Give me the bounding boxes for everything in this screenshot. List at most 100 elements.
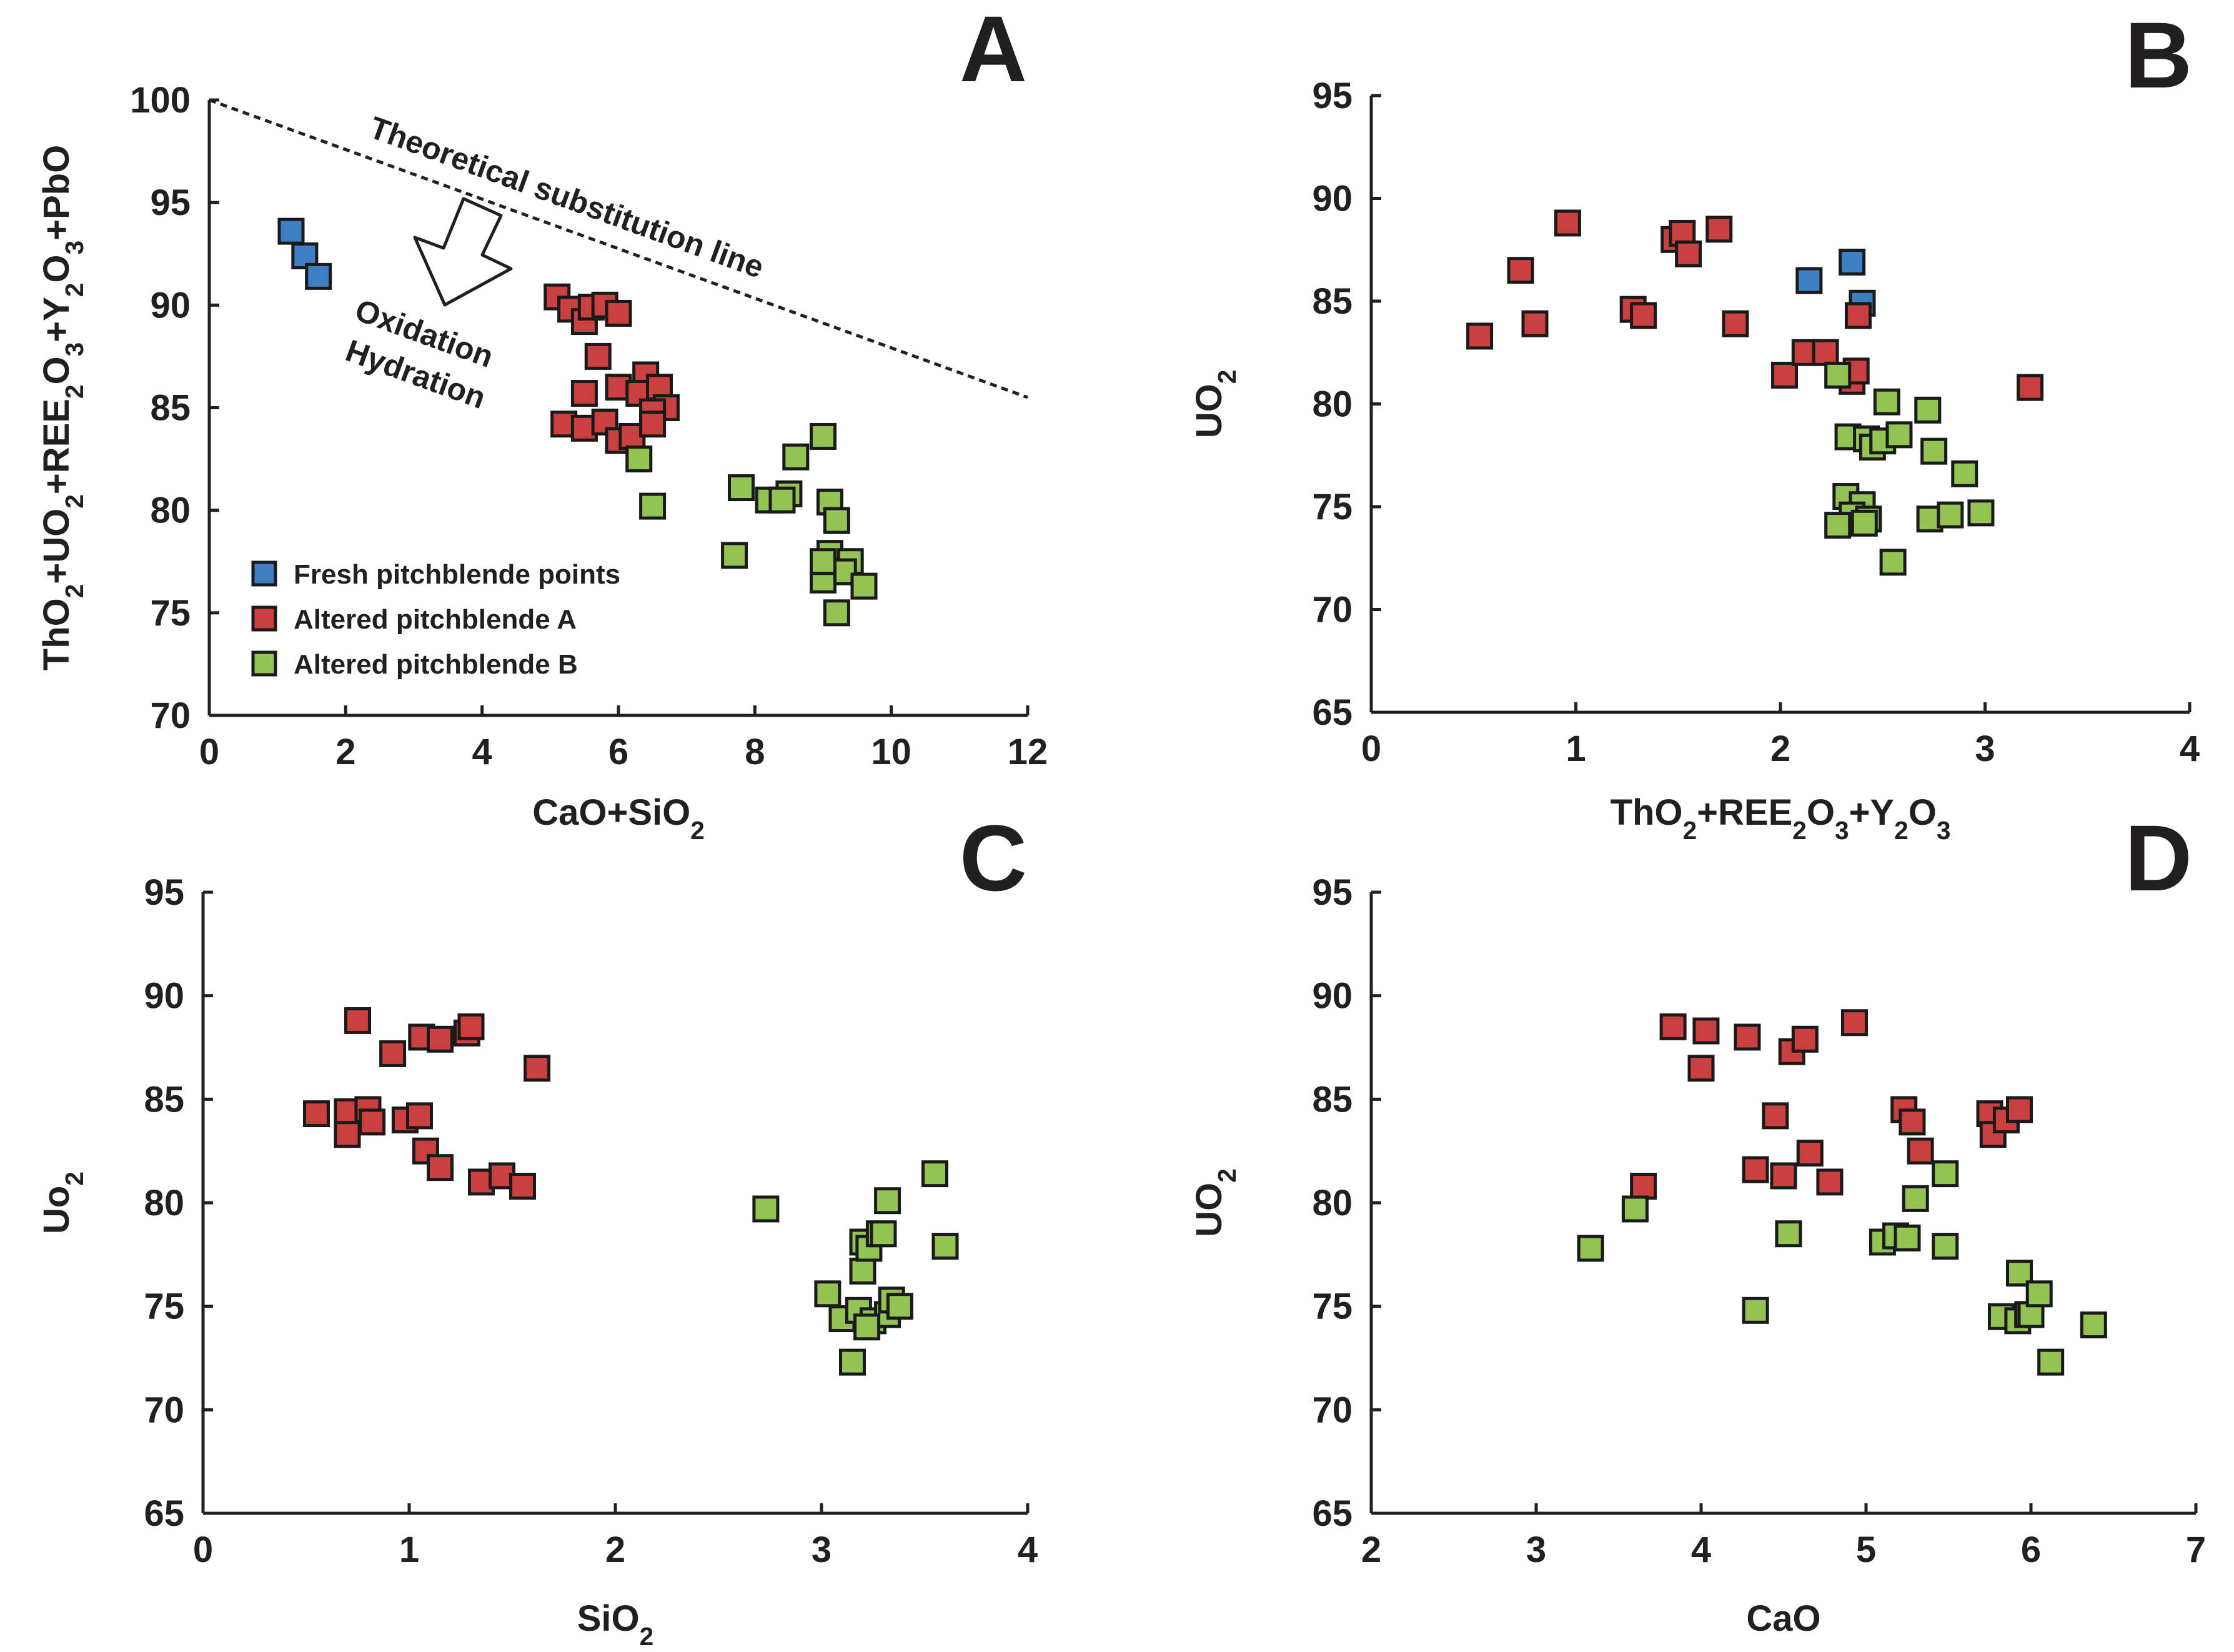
panel-d-x-tick-label: 4 [1691,1530,1711,1570]
panel-d-point-altered_b [2080,1311,2107,1338]
legend-label-fresh: Fresh pitchblende points [294,559,620,590]
panel-a-point-fresh [305,262,332,290]
panel-c-point-altered_a [379,1040,407,1067]
panel-d-point-altered_a [1762,1102,1789,1130]
panel-d-point-altered_a [2006,1096,2033,1123]
panel-b-x-tick-label: 1 [1566,729,1586,769]
panel-c-point-altered_b [814,1280,841,1308]
panel-c-xlabel-subscript: 2 [640,1622,654,1651]
panel-d-point-altered_a [1816,1168,1844,1196]
panel-c-x-axis-title: SiO2 [577,1598,654,1651]
panel-c-point-altered_b [752,1195,780,1223]
panel-c-point-altered_b [853,1313,881,1341]
panel-c-point-altered_a [303,1100,330,1128]
panel-d-point-altered_b [1902,1185,1929,1212]
panel-d-point-altered_b [1932,1160,1959,1188]
panel-b-point-altered_a [1554,209,1581,237]
legend-swatch-altered_a [251,605,277,632]
panel-c-point-altered_b [870,1220,897,1248]
panel-c-point-altered_b [886,1293,913,1320]
panel-a-x-tick-label: 0 [199,732,219,772]
panel-b-point-altered_b [1885,421,1913,449]
panel-d-point-altered_b [1577,1235,1604,1262]
panel-b-point-altered_b [1879,549,1907,576]
panel-b-point-altered_a [1466,322,1494,350]
panel-a-y-tick-label: 80 [150,490,191,531]
panel-a-point-altered_b [823,507,850,534]
panel-b-xlabel-part: O [1909,792,1937,833]
legend-label-altered_b: Altered pitchblende B [294,649,578,680]
panel-c-xlabel-text: SiO [577,1598,640,1639]
panel-a-ylabel-part: 3 [60,342,89,357]
panel-c-y-tick-label: 80 [144,1183,184,1223]
panel-d-point-altered_a [1630,1172,1657,1200]
panel-d-x-axis-title: CaO [1746,1598,1820,1639]
panel-a-x-axis-title: CaO+SiO2 [532,792,705,845]
panel-d-y-tick-label: 90 [1312,976,1353,1017]
panel-c-point-altered_b [849,1257,876,1285]
panel-b-x-tick-label: 2 [1770,729,1790,769]
theoretical-substitution-line [209,98,1028,399]
panel-b-point-fresh [1839,248,1866,276]
panel-c-point-altered_a [509,1172,536,1200]
panel-c-point-altered_b [839,1348,866,1376]
panel-c-x-tick-label: 1 [399,1530,419,1570]
panel-d-point-altered_a [1796,1139,1824,1167]
panel-d-point-altered_a [1687,1055,1715,1082]
panel-a-ylabel-part: ThO [36,598,77,670]
panel-c-ylabel-text: Uo [36,1186,77,1234]
panel-b-y-tick-label: 85 [1312,281,1353,322]
panel-a-y-tick-label: 85 [150,388,191,429]
panel-b-point-altered_a [1630,302,1657,329]
panel-d-point-altered_b [1775,1220,1802,1248]
panel-a-point-altered_a [639,411,667,438]
panel-a-point-altered_b [823,599,850,627]
panel-d-point-altered_a [1742,1156,1769,1183]
panel-b-x-axis-title: ThO2+REE2O3+Y2O3 [1611,792,1951,845]
panel-c-x-tick-label: 0 [193,1530,213,1570]
panel-a-point-altered_a [605,299,632,327]
panel-a-point-altered_b [768,486,796,514]
panel-c-ylabel-subscript: 2 [60,1172,89,1186]
panel-b-point-altered_b [1850,509,1878,537]
panel-a-x-tick-label: 8 [745,732,765,772]
panel-a-point-altered_a [591,408,618,435]
panel-b-point-altered_b [1951,460,1978,487]
panel-c-point-altered_a [427,1154,454,1182]
panel-a-point-altered_b [850,572,878,600]
panel-c-y-tick-label: 70 [144,1390,184,1430]
panel-a-ylabel-part: +REE [36,399,77,494]
panel-d-y-tick-label: 95 [1312,872,1353,913]
panel-d-point-altered_b [2025,1280,2053,1308]
panel-c-point-altered_a [344,1007,371,1034]
panel-a-point-altered_a [570,380,598,407]
panel-b-xlabel-part: ThO [1611,792,1683,833]
panel-d-x-tick-label: 5 [1856,1530,1876,1570]
panel-d-y-axis-title: UO2 [1189,1168,1241,1237]
panel-a-y-tick-label: 90 [150,285,191,326]
panel-d-y-tick-label: 80 [1312,1183,1353,1223]
panel-d-point-altered_a [1907,1137,1934,1165]
panel-d-point-altered_a [1791,1025,1819,1053]
panel-d-ylabel-text: UO [1189,1183,1229,1237]
panel-b-ylabel-text: UO [1189,384,1229,438]
panel-b-point-altered_b [1967,499,1995,527]
panel-d-y-tick-label: 85 [1312,1079,1353,1120]
panel-d-x-tick-label: 6 [2021,1530,2041,1570]
panel-c-point-altered_a [457,1013,485,1040]
panel-b-point-altered_a [1521,310,1549,337]
panel-a-point-altered_b [639,492,667,520]
panel-b-point-altered_b [1824,512,1852,539]
panel-a-y-tick-label: 100 [130,80,191,121]
panel-b-xlabel-part: +Y [1849,792,1895,833]
panel-b-point-altered_a [1507,257,1534,284]
panel-a-y-tick-label: 75 [150,593,191,634]
panel-a-x-tick-label: 2 [335,732,355,772]
panel-c-y-tick-label: 85 [144,1079,184,1120]
panel-d-y-tick-label: 65 [1312,1493,1353,1534]
panel-a-x-tick-label: 10 [871,732,911,772]
panel-d-point-altered_b [1894,1224,1921,1251]
panel-d-point-altered_a [1692,1017,1720,1045]
panel-c-y-tick-label: 75 [144,1286,184,1327]
